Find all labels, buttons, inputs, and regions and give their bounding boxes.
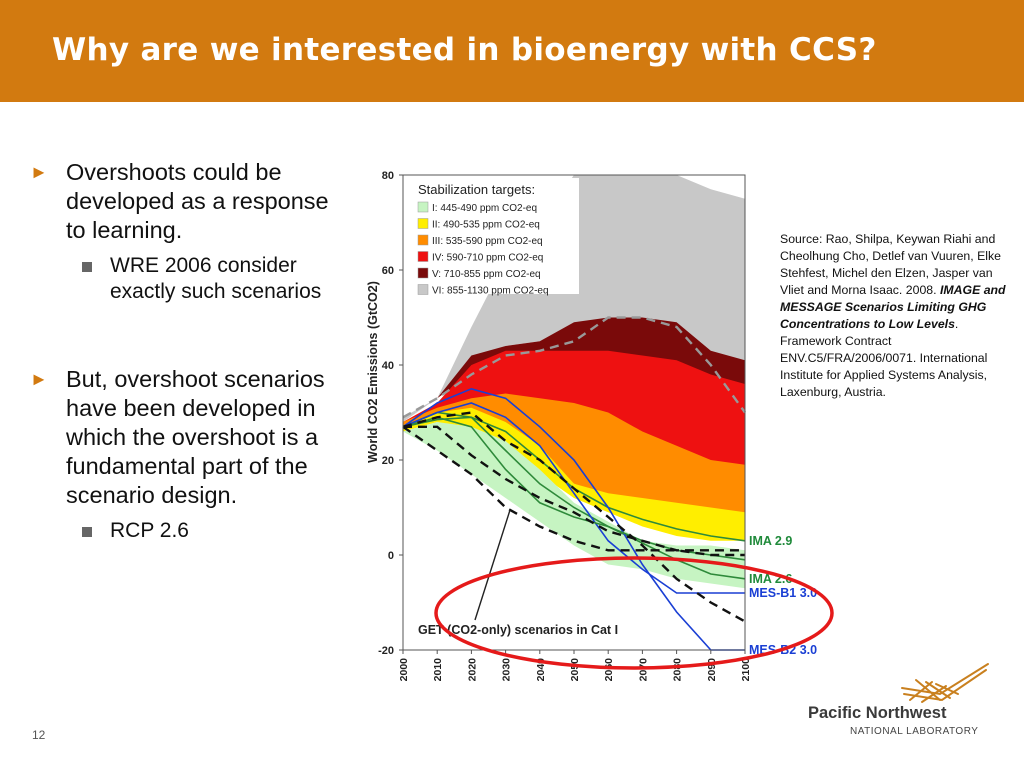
legend-swatch	[417, 234, 429, 246]
legend-item: I: 445-490 ppm CO2-eq	[432, 203, 537, 214]
bullet-2-text: But, overshoot scenarios have been devel…	[66, 366, 325, 508]
legend-item: III: 535-590 ppm CO2-eq	[432, 236, 543, 247]
y-tick-label: 20	[382, 455, 394, 467]
source-title: IMAGE and MESSAGE Scenarios Limiting GHG…	[780, 283, 1006, 331]
series-line-3	[402, 402, 745, 594]
series-label-3: MES-B1 3.0	[749, 586, 817, 600]
series-label-1: IMA 2.9	[749, 534, 792, 548]
legend-item: II: 490-535 ppm CO2-eq	[432, 220, 540, 231]
series-line-7	[403, 425, 745, 552]
source-prefix: Source: Rao, Shilpa, Keywan Riahi and Ch…	[780, 232, 1002, 297]
bullet-2: ► But, overshoot scenarios have been dev…	[30, 365, 330, 544]
legend-swatch	[417, 201, 429, 213]
x-tick-label: 2050	[569, 658, 581, 682]
y-tick-label: 40	[382, 360, 394, 372]
x-tick-label: 2090	[706, 658, 718, 682]
square-bullet-icon	[82, 527, 92, 537]
sub-bullet-1: WRE 2006 consider exactly such scenarios	[30, 253, 330, 305]
x-tick-label: 2010	[432, 658, 444, 682]
sub-bullet-2-text: RCP 2.6	[110, 519, 189, 542]
sub-bullet-1-text: WRE 2006 consider exactly such scenarios	[110, 254, 322, 303]
series-line-2	[402, 411, 746, 580]
series-line-9	[402, 316, 746, 419]
legend-title: Stabilization targets:	[418, 182, 535, 197]
legend-item: V: 710-855 ppm CO2-eq	[432, 269, 541, 280]
highlight-ellipse	[434, 556, 834, 670]
title-bar: Why are we interested in bioenergy with …	[0, 0, 1024, 102]
pnnl-logo: Pacific Northwest NATIONAL LABORATORY	[800, 660, 1000, 740]
y-tick-label: -20	[378, 645, 394, 657]
y-tick-label: 60	[382, 265, 394, 277]
legend-background	[407, 178, 579, 294]
bullet-1-text: Overshoots could be developed as a respo…	[66, 159, 329, 243]
logo-mark-icon	[901, 663, 989, 703]
bullet-list: ► Overshoots could be developed as a res…	[30, 158, 330, 560]
y-tick-label: 0	[388, 550, 394, 562]
series-line-4	[402, 387, 745, 651]
y-tick-label: 80	[382, 170, 394, 182]
legend-item: IV: 590-710 ppm CO2-eq	[432, 253, 543, 264]
logo-line-1: Pacific Northwest	[808, 704, 947, 722]
legend-swatch	[417, 218, 429, 229]
y-axis-label: World CO2 Emissions (GtCO2)	[366, 281, 380, 463]
legend-swatch	[417, 251, 429, 262]
page-number: 12	[32, 728, 46, 742]
square-bullet-icon	[82, 262, 92, 272]
legend: Stabilization targets: I: 445-490 ppm CO…	[407, 178, 579, 297]
legend-swatch	[417, 267, 429, 279]
x-tick-label: 2080	[672, 658, 684, 682]
x-tick-label: 2020	[466, 658, 478, 682]
series-line-8	[402, 425, 745, 557]
logo-line-2: NATIONAL LABORATORY	[850, 726, 979, 737]
arrow-bullet-icon: ►	[30, 369, 48, 389]
legend-item: VI: 855-1130 ppm CO2-eq	[432, 286, 549, 297]
series-line-6	[402, 411, 746, 623]
bullet-1: ► Overshoots could be developed as a res…	[30, 158, 330, 305]
source-suffix: . Framework Contract ENV.C5/FRA/2006/007…	[780, 317, 988, 399]
arrow-bullet-icon: ►	[30, 162, 48, 182]
source-citation: Source: Rao, Shilpa, Keywan Riahi and Ch…	[780, 231, 1006, 401]
legend-swatch	[417, 284, 429, 295]
x-tick-label: 2000	[398, 658, 410, 682]
x-tick-label: 2100	[740, 658, 752, 682]
slide-title: Why are we interested in bioenergy with …	[52, 32, 877, 68]
annotation-text: GET (CO2-only) scenarios in Cat I	[418, 623, 618, 637]
sub-bullet-2: RCP 2.6	[30, 518, 330, 544]
band-5	[403, 407, 745, 541]
band-1	[403, 175, 745, 422]
x-tick-label: 2060	[603, 658, 615, 682]
x-tick-label: 2030	[501, 658, 513, 682]
annotation-pointer	[474, 509, 511, 621]
